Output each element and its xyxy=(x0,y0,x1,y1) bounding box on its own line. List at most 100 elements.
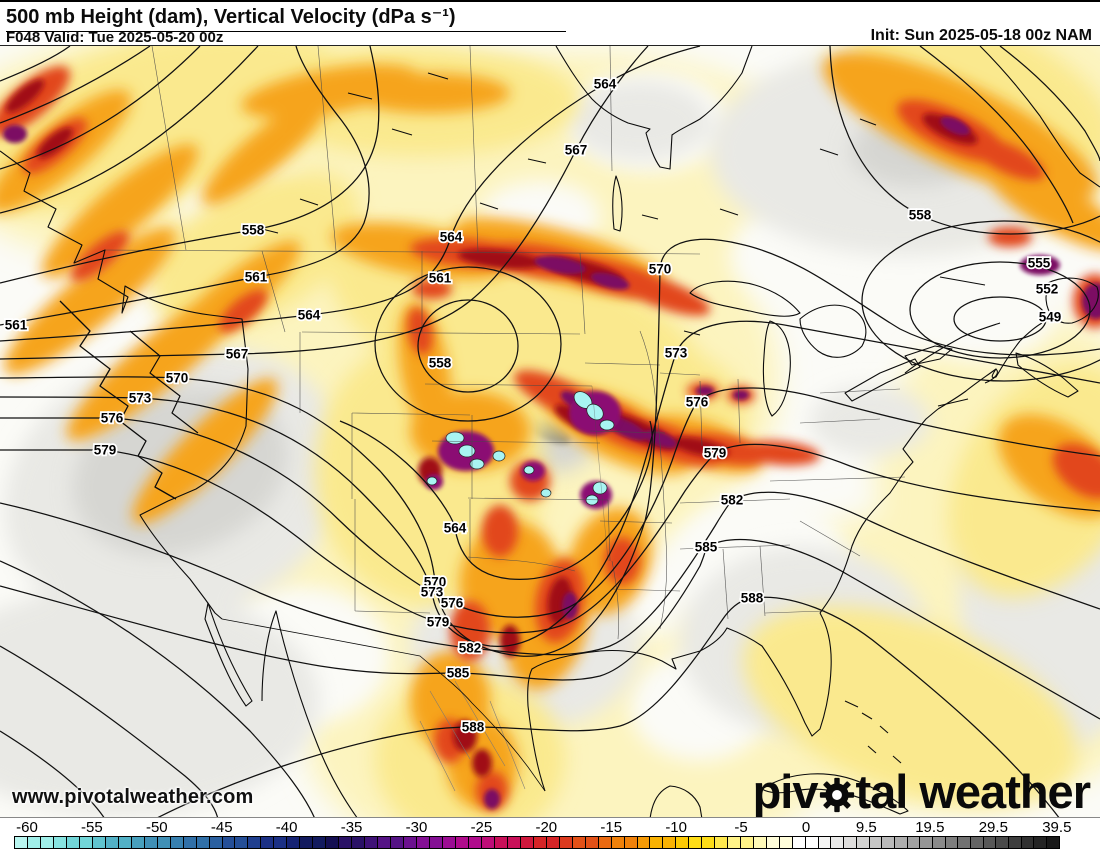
colorbar-cell xyxy=(754,837,768,848)
colorbar-cell xyxy=(235,837,249,848)
colorbar-cell xyxy=(831,837,845,848)
colorbar-cell xyxy=(882,837,895,848)
contour-label: 558 xyxy=(909,208,932,223)
colorbar-cell xyxy=(844,837,857,848)
weather-map-svg: 5585615615645675705735765795645615585645… xyxy=(0,46,1100,817)
colorbar-cell xyxy=(105,837,119,848)
contour-label: 570 xyxy=(424,575,447,590)
colorbar-cell xyxy=(920,837,933,848)
contour-label: 576 xyxy=(441,596,464,611)
colorbar-cell xyxy=(313,837,327,848)
contour-label: 561 xyxy=(245,270,268,285)
colorbar-cell xyxy=(365,837,379,848)
colorbar-tick: -60 xyxy=(16,819,38,836)
colorbar-tick: 0 xyxy=(801,819,811,836)
colorbar-cell xyxy=(417,837,430,848)
colorbar-cell xyxy=(767,837,781,848)
page-title: 500 mb Height (dam), Vertical Velocity (… xyxy=(6,4,566,32)
contour-label: 564 xyxy=(594,77,617,92)
colorbar-cell xyxy=(300,837,314,848)
colorbar-cell xyxy=(131,837,145,848)
contour-label: 555 xyxy=(1028,256,1051,271)
colorbar-cell xyxy=(996,837,1010,848)
contour-label: 579 xyxy=(704,446,727,461)
contour-label: 576 xyxy=(101,411,124,426)
colorbar-cell xyxy=(15,837,28,848)
contour-label: 552 xyxy=(1036,282,1059,297)
colorbar-cell xyxy=(572,837,586,848)
gear-icon xyxy=(819,777,854,812)
colorbar-cell xyxy=(40,837,54,848)
colorbar-cell xyxy=(907,837,921,848)
contour-labels-layer: 5585615615645675705735765795645615585645… xyxy=(3,75,1063,737)
contour-label: 567 xyxy=(565,143,588,158)
contour-label: 564 xyxy=(444,521,467,536)
colorbar-cell xyxy=(248,837,262,848)
colorbar-cell xyxy=(261,837,275,848)
colorbar-cell xyxy=(66,837,80,848)
colorbar-tick: -15 xyxy=(600,819,623,836)
colorbar-cell xyxy=(741,837,755,848)
watermark-url: www.pivotalweather.com xyxy=(12,786,254,808)
colorbar-tick: -50 xyxy=(145,819,168,836)
contour-label: 564 xyxy=(440,230,463,245)
contour-label: 567 xyxy=(226,347,249,362)
header-bar: 500 mb Height (dam), Vertical Velocity (… xyxy=(0,0,1100,46)
colorbar-cell xyxy=(728,837,742,848)
colorbar-cell xyxy=(971,837,984,848)
pivotal-weather-logo: piv tal xyxy=(753,768,1091,815)
colorbar-cell xyxy=(209,837,223,848)
contour-label: 573 xyxy=(665,346,688,361)
colorbar-cell xyxy=(144,837,158,848)
colorbar-cell xyxy=(79,837,93,848)
colorbar-cell xyxy=(170,837,184,848)
colorbar-cell xyxy=(983,837,997,848)
colorbar-cell xyxy=(598,837,612,848)
colorbar-cell xyxy=(793,837,807,848)
colorbar-cell xyxy=(546,837,560,848)
colorbar-tick: -45 xyxy=(210,819,233,836)
colorbar-cell xyxy=(559,837,573,848)
colorbar-cell xyxy=(676,837,690,848)
contour-label: 549 xyxy=(1039,310,1062,325)
colorbar-cell xyxy=(932,837,946,848)
colorbar-cell xyxy=(27,837,41,848)
contour-label: 585 xyxy=(447,666,470,681)
colorbar-tick: -5 xyxy=(734,819,748,836)
colorbar-tick: -35 xyxy=(340,819,363,836)
height-contours-layer xyxy=(0,46,1100,817)
colorbar-cell xyxy=(274,837,288,848)
colorbar-cell xyxy=(958,837,972,848)
contour-label: 582 xyxy=(459,641,482,656)
colorbar-cell xyxy=(404,837,418,848)
contour-label: 588 xyxy=(741,591,764,606)
contour-label: 576 xyxy=(686,395,709,410)
contour-label: 585 xyxy=(695,540,718,555)
colorbar-cell xyxy=(1009,837,1022,848)
colorbar-cell xyxy=(339,837,353,848)
contour-label: 561 xyxy=(5,318,28,333)
colorbar-cell xyxy=(287,837,301,848)
colorbar-cell xyxy=(92,837,106,848)
colorbar-cell xyxy=(780,837,794,848)
colorbar-cell xyxy=(637,837,651,848)
contour-label: 564 xyxy=(298,308,321,323)
colorbar-cell xyxy=(1047,837,1060,848)
colorbar-cell xyxy=(391,837,405,848)
colorbar-cell xyxy=(442,837,456,848)
colorbar-tick: -40 xyxy=(275,819,298,836)
colorbar-cell xyxy=(455,837,469,848)
colorbar-cell xyxy=(611,837,625,848)
contour-label: 570 xyxy=(649,262,672,277)
colorbar-cell xyxy=(894,837,908,848)
colorbar-tick-row: -60 -55 -50 -45 -40 -35 -30 -25 -20 -15 -10 -5 0 9.5 1… xyxy=(0,818,1100,836)
colorbar-cell xyxy=(585,837,599,848)
colorbar-tick: -10 xyxy=(665,819,687,836)
colorbar-tick: 39.5 xyxy=(1042,819,1072,836)
colorbar-cell xyxy=(326,837,340,848)
colorbar-cell xyxy=(481,837,495,848)
colorbar-cell xyxy=(378,837,392,848)
colorbar-cell xyxy=(1021,837,1035,848)
colorbar-cell xyxy=(945,837,959,848)
